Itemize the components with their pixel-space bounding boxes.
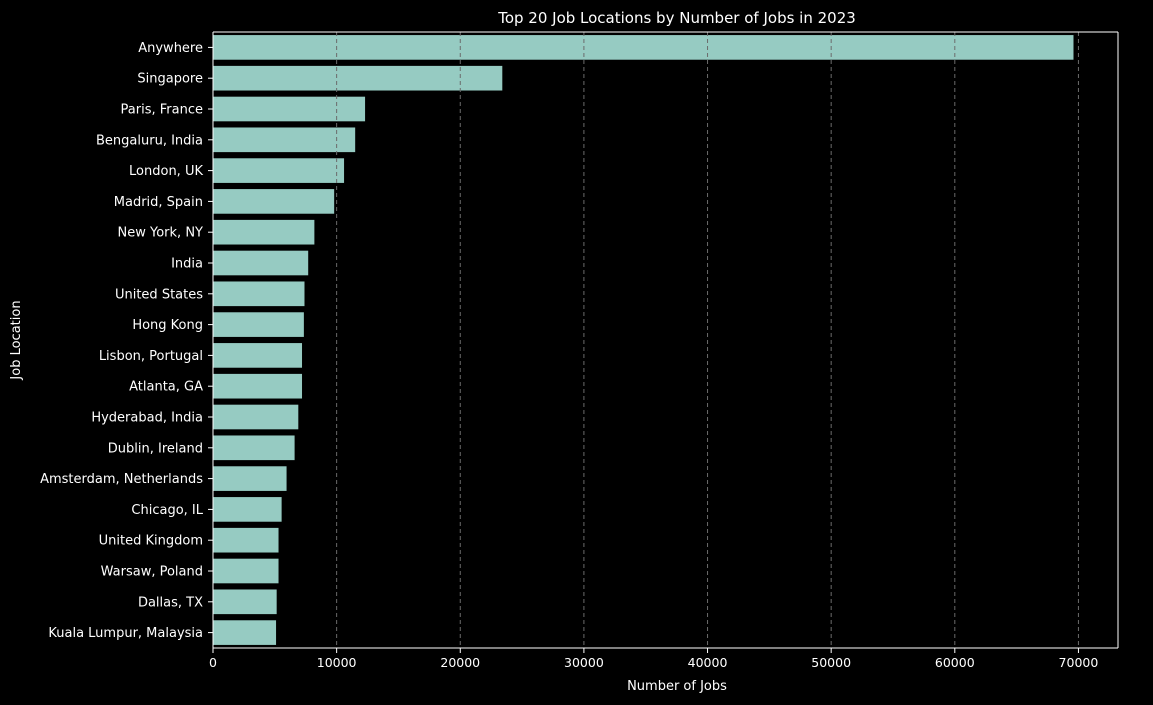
y-tick-label: Lisbon, Portugal [99, 349, 203, 364]
bar-united-kingdom [213, 527, 279, 553]
y-tick-label: Anywhere [138, 41, 203, 56]
bar-chicago-il [213, 497, 282, 522]
y-tick-label: Dallas, TX [138, 595, 203, 610]
x-tick-label: 40000 [688, 655, 728, 670]
bar-amsterdam-netherlands [213, 466, 287, 491]
x-tick-label: 10000 [317, 655, 357, 670]
y-tick-label: Hong Kong [132, 318, 203, 333]
bar-paris-france [213, 96, 366, 122]
y-tick-label: Bengaluru, India [96, 133, 203, 148]
x-tick-label: 20000 [440, 655, 480, 670]
x-axis-label: Number of Jobs [627, 679, 727, 694]
y-tick-label: New York, NY [118, 226, 204, 241]
y-tick-label: Atlanta, GA [129, 380, 203, 395]
bar-hong-kong [213, 312, 304, 337]
bar-anywhere [213, 35, 1074, 60]
bar-dublin-ireland [213, 435, 295, 461]
y-tick-label: Amsterdam, Netherlands [40, 472, 203, 487]
bar-bengaluru-india [213, 127, 356, 153]
y-tick-label: Kuala Lumpur, Malaysia [48, 626, 203, 641]
y-tick-label: Paris, France [121, 103, 203, 118]
y-tick-label: Warsaw, Poland [101, 565, 203, 580]
bar-singapore [213, 65, 503, 91]
x-tick-label: 70000 [1059, 655, 1099, 670]
bar-kuala-lumpur-malaysia [213, 620, 277, 645]
bar-london-uk [213, 158, 345, 183]
bar-dallas-tx [213, 589, 277, 615]
y-tick-label: United Kingdom [99, 534, 203, 549]
y-tick-label: Dublin, Ireland [108, 441, 203, 456]
y-tick-label: London, UK [129, 164, 203, 179]
y-tick-label: Madrid, Spain [114, 195, 203, 210]
x-tick-label: 60000 [935, 655, 975, 670]
y-axis-label: Job Location [9, 300, 24, 380]
bar-united-states [213, 281, 305, 307]
bars [213, 35, 1074, 645]
y-tick-label: United States [115, 287, 203, 302]
bar-madrid-spain [213, 189, 335, 214]
y-axis-ticks: Anywhere Singapore Paris, France Bengaluru,… [40, 41, 213, 641]
bar-lisbon-portugal [213, 343, 303, 368]
y-tick-label: Chicago, IL [131, 503, 203, 518]
y-tick-label: Singapore [137, 72, 203, 87]
x-tick-label: 0 [209, 655, 217, 670]
y-tick-label: India [171, 257, 203, 272]
chart-title: Top 20 Job Locations by Number of Jobs i… [497, 9, 856, 27]
axes [212, 31, 1119, 649]
x-axis-ticks: 0 10000 20000 30000 40000 50000 60000 70000 [209, 648, 1098, 670]
bar-new-york-ny [213, 219, 315, 245]
x-tick-label: 30000 [564, 655, 604, 670]
bar-atlanta-ga [213, 373, 303, 399]
y-tick-label: Hyderabad, India [91, 411, 203, 426]
bar-warsaw-poland [213, 558, 279, 584]
bar-india [213, 250, 309, 276]
bar-hyderabad-india [213, 404, 299, 430]
x-tick-label: 50000 [811, 655, 851, 670]
